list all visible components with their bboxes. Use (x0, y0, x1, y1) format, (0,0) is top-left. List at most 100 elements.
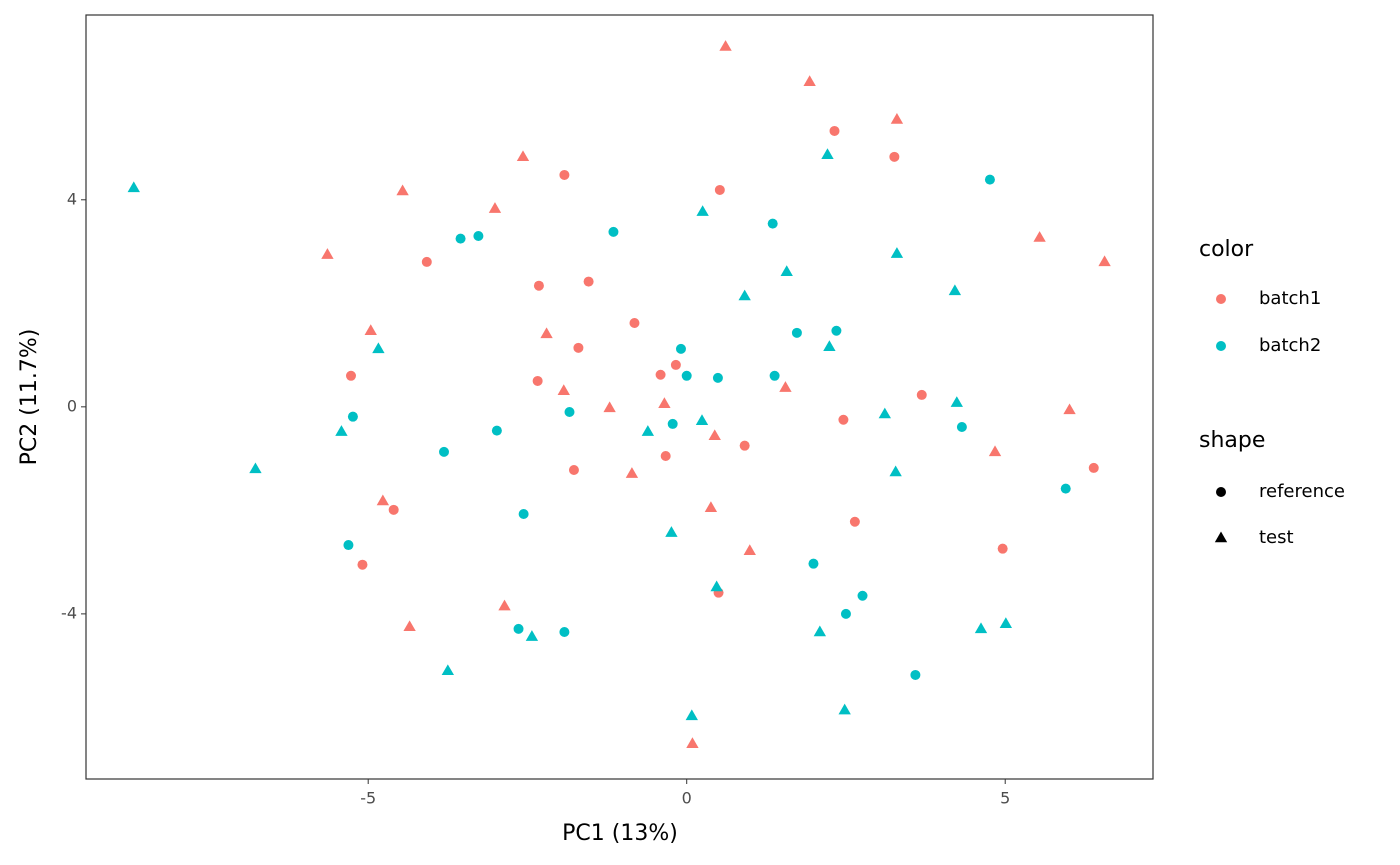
point (695, 414, 709, 426)
point (840, 608, 851, 619)
point (473, 231, 484, 242)
point (948, 284, 962, 296)
point (910, 669, 921, 680)
point (557, 384, 570, 396)
point (769, 370, 780, 381)
point (516, 150, 530, 162)
point (704, 501, 718, 512)
point (343, 540, 354, 551)
point (889, 151, 900, 162)
y-tick-label: 4 (67, 189, 77, 208)
point (660, 451, 671, 462)
point (573, 342, 584, 353)
point (849, 516, 860, 527)
y-axis-title: PC2 (11.7%) (17, 329, 42, 466)
point (739, 440, 750, 451)
point (335, 425, 348, 436)
legend-label: reference (1259, 481, 1345, 502)
point (808, 558, 819, 569)
point (916, 389, 927, 400)
point (878, 407, 891, 419)
point (127, 181, 140, 193)
point (829, 125, 840, 136)
point (956, 422, 967, 433)
point (641, 425, 655, 436)
point (583, 276, 594, 287)
point (388, 504, 399, 515)
point (455, 233, 466, 244)
legend-key (1214, 531, 1228, 543)
point (1060, 483, 1071, 494)
legend-key (1216, 341, 1226, 351)
point (712, 372, 723, 383)
point (686, 737, 699, 749)
point (568, 464, 579, 475)
point (1063, 403, 1076, 415)
point (347, 411, 358, 422)
point (540, 327, 553, 339)
point (608, 226, 619, 237)
point (743, 544, 756, 555)
plot-border (85, 14, 1154, 780)
point (696, 205, 709, 216)
point (670, 359, 681, 370)
point (714, 184, 725, 195)
point (532, 375, 543, 386)
point (439, 446, 450, 457)
point (1088, 462, 1099, 473)
point (357, 559, 368, 570)
point (838, 414, 849, 425)
point (950, 396, 963, 407)
point (345, 370, 356, 381)
point (681, 370, 692, 381)
legend-label: batch2 (1259, 335, 1321, 356)
legend-title: shape (1199, 428, 1265, 453)
point (376, 494, 390, 506)
point (999, 617, 1013, 628)
point (823, 340, 836, 352)
point (685, 709, 698, 721)
point (321, 248, 334, 259)
point (890, 247, 904, 258)
point (779, 381, 792, 392)
point (403, 620, 416, 632)
point (491, 425, 502, 436)
point (813, 625, 827, 637)
point (857, 590, 868, 601)
point (665, 526, 678, 537)
y-tick-label: -4 (61, 603, 77, 622)
point (831, 325, 842, 336)
x-tick-label: 0 (682, 789, 692, 808)
point (488, 202, 502, 213)
x-tick-label: -5 (360, 789, 376, 808)
point (249, 462, 262, 474)
point (498, 599, 511, 611)
point (1033, 231, 1046, 242)
point (525, 630, 539, 641)
point (603, 401, 616, 413)
legend-key (1216, 487, 1226, 497)
point (441, 664, 454, 676)
point (719, 40, 732, 51)
point (421, 256, 432, 267)
point (625, 467, 639, 478)
point (984, 174, 995, 185)
point (838, 703, 851, 715)
point (655, 369, 666, 380)
point (767, 218, 778, 229)
point (974, 622, 988, 634)
point (629, 317, 640, 328)
point (396, 184, 409, 196)
point (658, 397, 671, 408)
legend-key (1216, 294, 1226, 304)
point (889, 465, 902, 477)
point (559, 169, 570, 180)
point (710, 580, 723, 592)
point (675, 343, 686, 354)
point (518, 508, 529, 519)
point (803, 75, 816, 86)
legend-label: test (1259, 527, 1294, 548)
point (997, 543, 1008, 554)
